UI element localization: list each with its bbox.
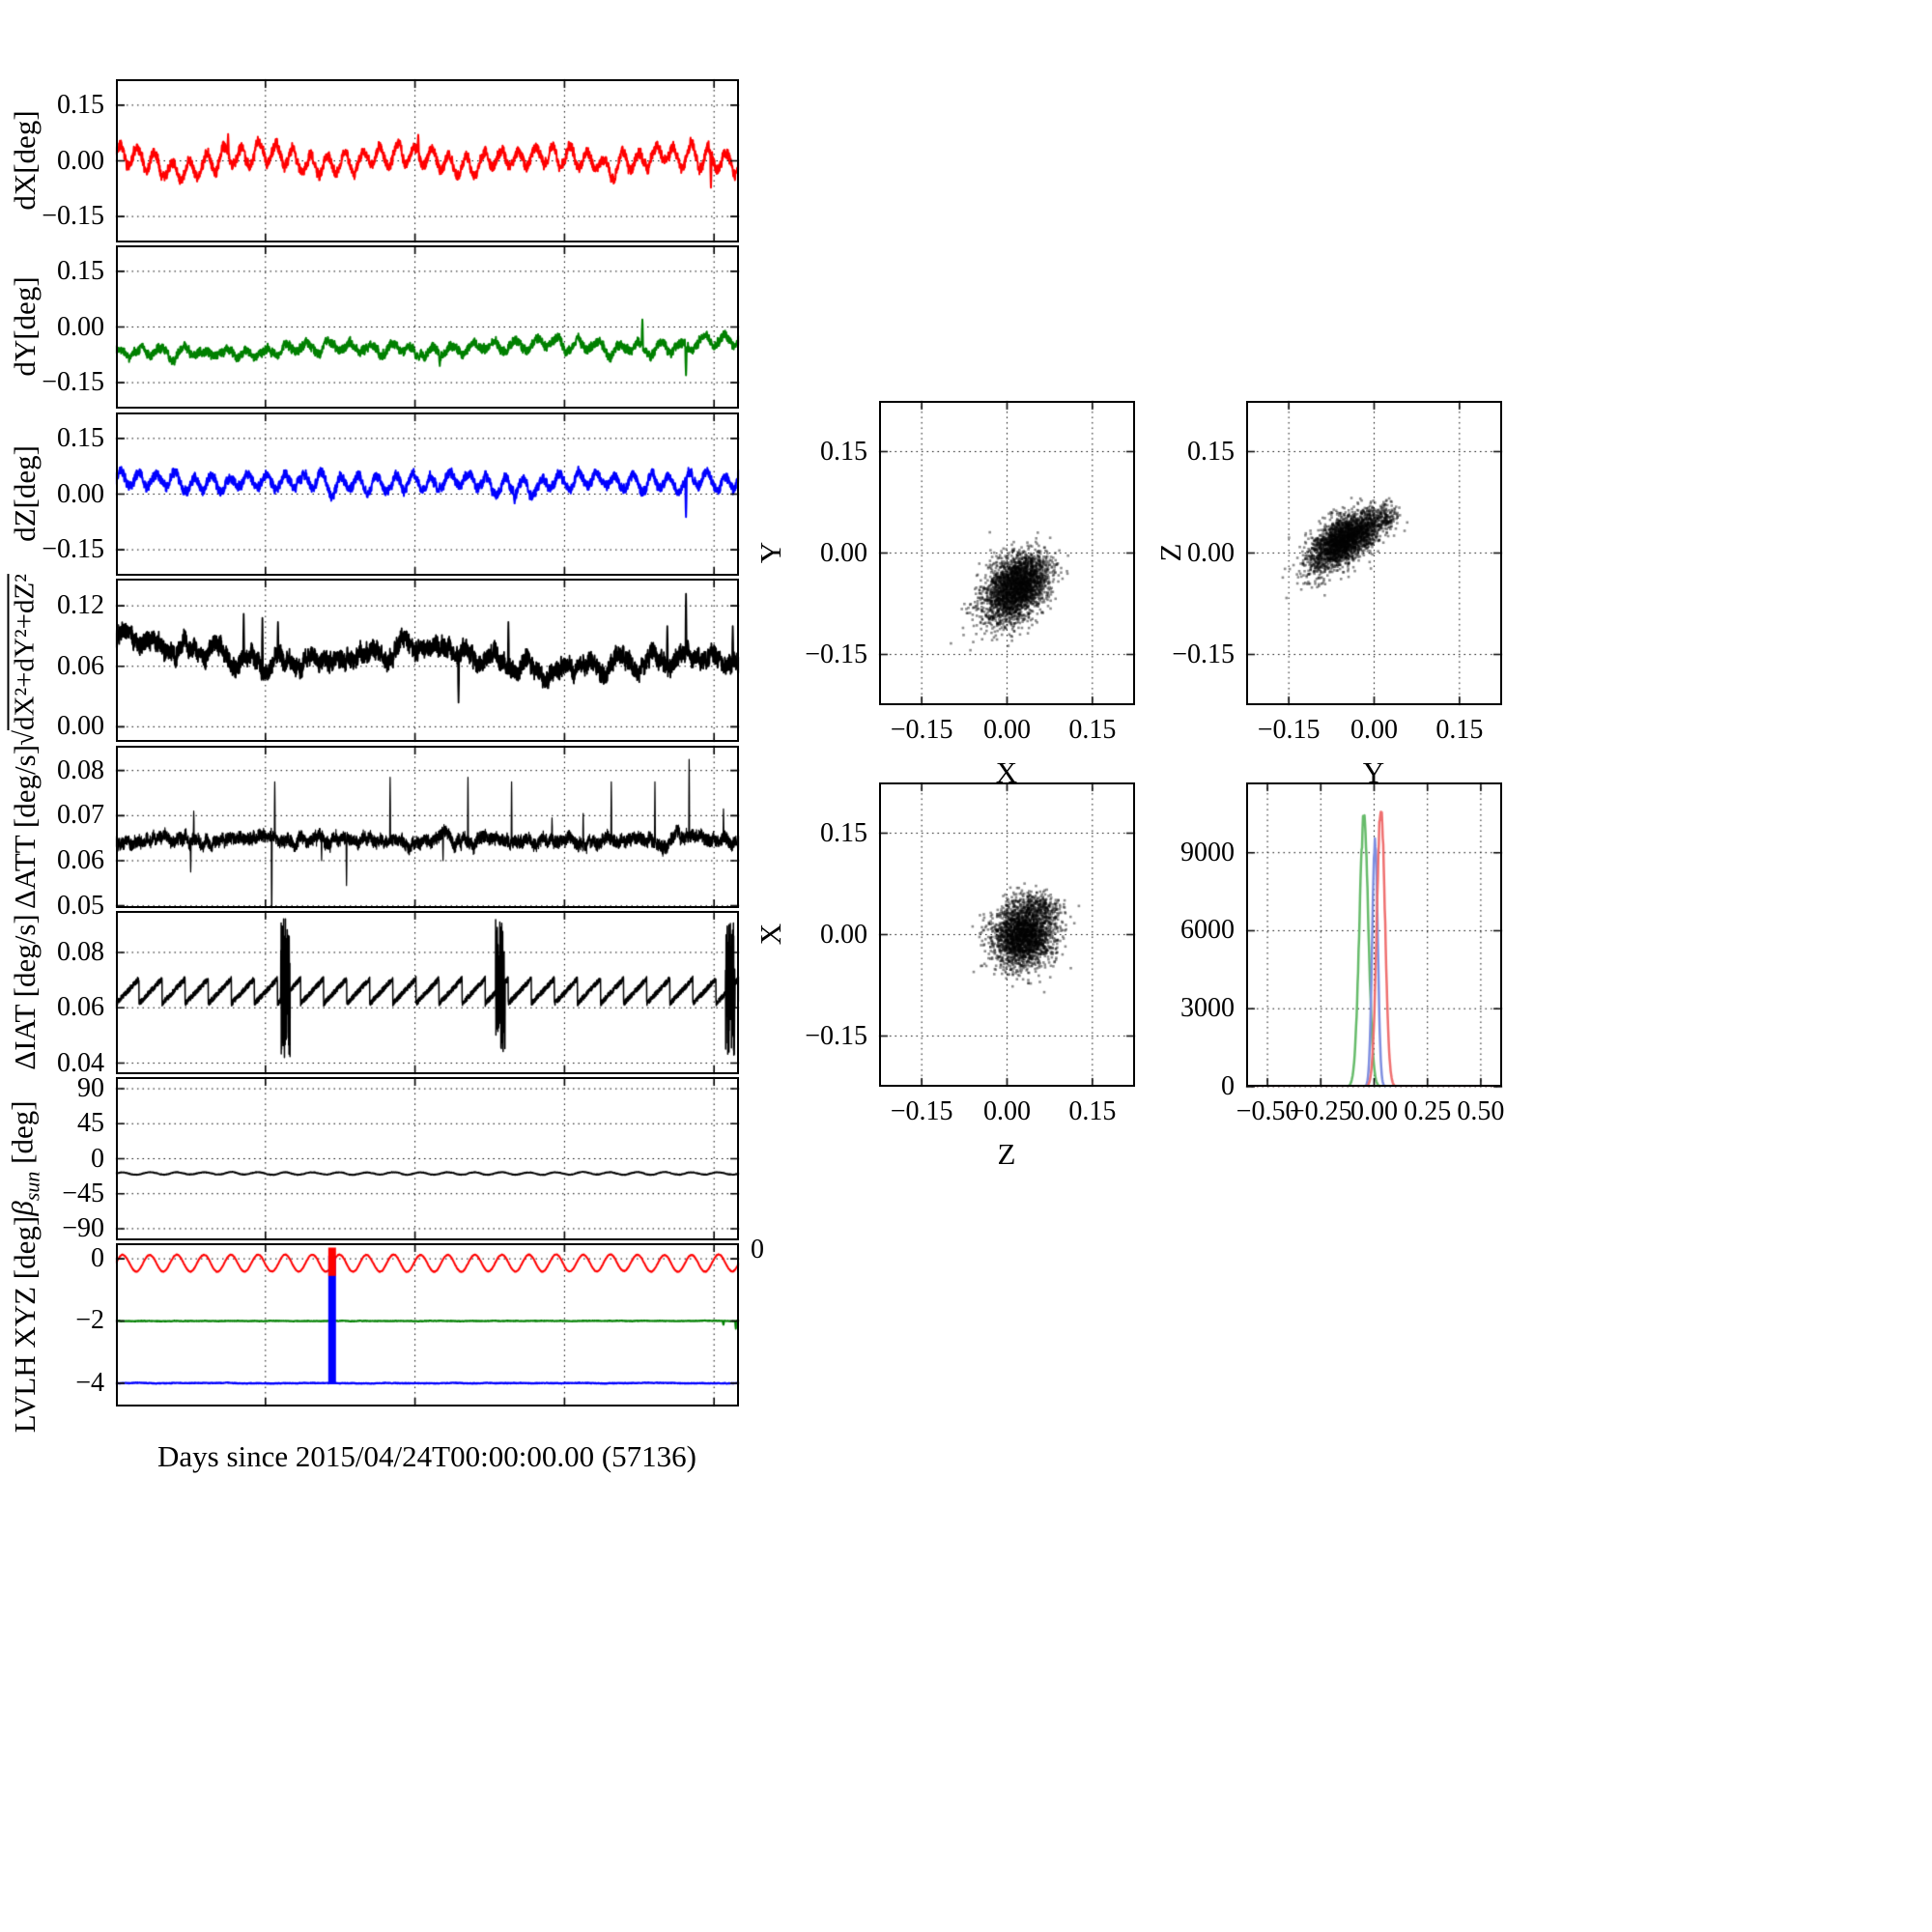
ylabel-scatter-zy: Z	[1153, 543, 1187, 562]
xlabel-scatter-yx: X	[995, 755, 1018, 789]
x-axis-label: Days since 2015/04/24T00:00:00.00 (57136…	[157, 1439, 696, 1473]
ylabel-rss: √dX²+dY²+dZ²	[10, 574, 42, 746]
beta-subscript: sun	[19, 1171, 44, 1202]
beta-units: [deg]	[5, 1100, 40, 1172]
ylabel-dy: dY[deg]	[8, 276, 42, 377]
ylabel-dz: dZ[deg]	[8, 445, 42, 542]
xlabel-scatter-zy: Y	[1362, 755, 1385, 789]
radical-expr: dX²+dY²+dZ²	[9, 574, 41, 730]
radical-sign: √	[9, 729, 41, 746]
xlabel-scatter-xz: Z	[997, 1137, 1016, 1171]
beta-symbol: β	[5, 1201, 40, 1216]
ylabel-datt: ΔATT [deg/s]	[8, 744, 42, 910]
ylabel-lvlh: LVLH XYZ [deg]	[8, 1215, 42, 1434]
ylabel-scatter-xz: X	[753, 923, 787, 946]
ylabel-diat: ΔIAT [deg/s]	[8, 914, 42, 1070]
ylabel-beta-sun: βsun [deg]	[5, 1100, 44, 1215]
ylabel-dx: dX[deg]	[8, 110, 42, 211]
ylabel-scatter-yx: Y	[753, 541, 787, 564]
